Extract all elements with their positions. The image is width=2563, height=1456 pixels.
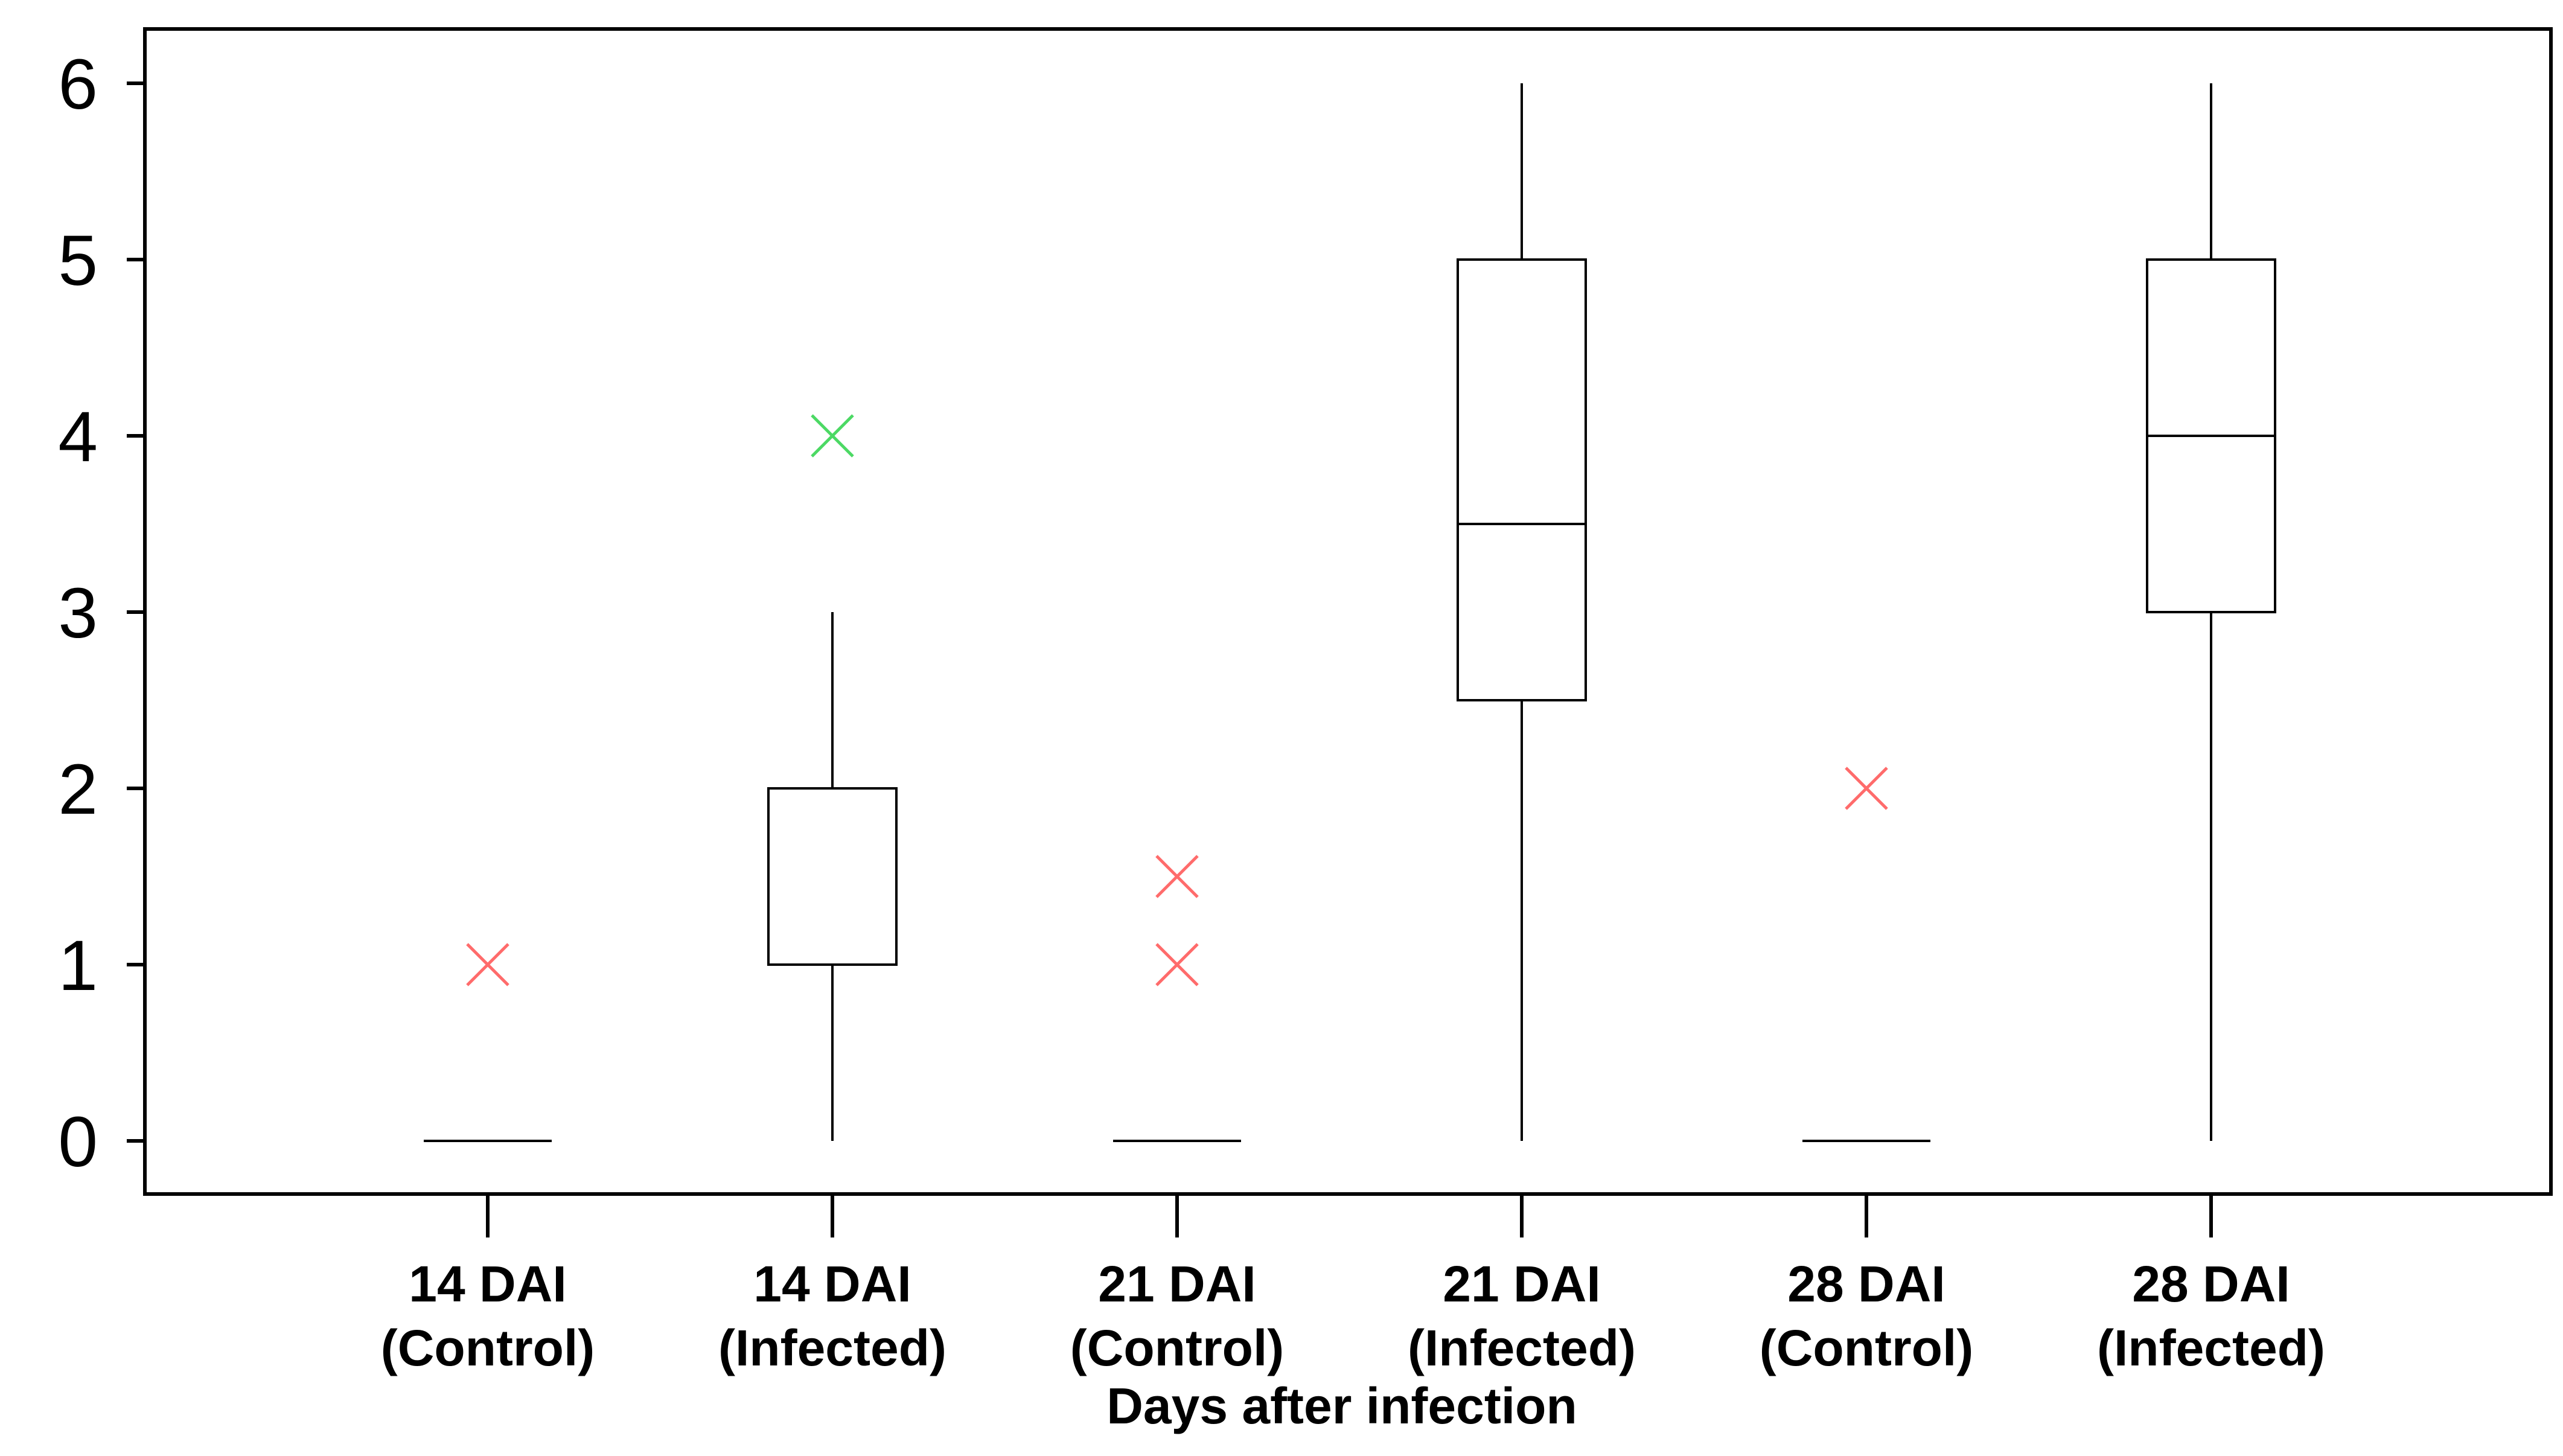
x-tick-label-line1: 28 DAI xyxy=(1787,1256,1945,1312)
box-group-6 xyxy=(2146,83,2276,1141)
x-tick-label-line1: 21 DAI xyxy=(1443,1256,1600,1312)
iqr-box xyxy=(767,787,898,966)
y-tick-label: 2 xyxy=(58,750,98,829)
y-tick-label: 1 xyxy=(58,926,98,1006)
y-tick-label: 5 xyxy=(58,221,98,301)
y-tick-label: 6 xyxy=(58,45,98,124)
x-tick-label-line2: (Infected) xyxy=(1408,1320,1636,1376)
y-axis: 0 1 2 3 4 5 6 xyxy=(58,45,145,1182)
box-group-5 xyxy=(1802,767,1930,1142)
outlier-point xyxy=(1155,943,1199,986)
iqr-box xyxy=(1457,258,1587,701)
box-group-4 xyxy=(1457,83,1587,1141)
outlier-point xyxy=(466,943,509,986)
outlier-stroke-b xyxy=(1845,767,1888,810)
box-group-1 xyxy=(424,943,552,1142)
outlier-stroke-b xyxy=(466,943,509,986)
x-tick-label-line1: 21 DAI xyxy=(1098,1256,1256,1312)
x-axis: 14 DAI (Control) 14 DAI (Infected) 21 DAI (Co… xyxy=(381,1194,2325,1376)
y-tick-label: 4 xyxy=(58,397,98,477)
x-tick-label-line2: (Control) xyxy=(1760,1320,1974,1376)
outlier-point xyxy=(1845,767,1888,810)
outlier-stroke-b xyxy=(1155,855,1199,898)
x-tick-label-line2: (Control) xyxy=(381,1320,595,1376)
y-tick-label: 0 xyxy=(58,1102,98,1182)
x-tick-label-line2: (Infected) xyxy=(718,1320,946,1376)
x-tick-label-line1: 28 DAI xyxy=(2132,1256,2290,1312)
x-tick-label-line2: (Infected) xyxy=(2097,1320,2325,1376)
outlier-stroke-b xyxy=(1155,943,1199,986)
box-group-3 xyxy=(1113,855,1241,1142)
outlier-point xyxy=(811,414,854,458)
outlier-stroke-b xyxy=(811,414,854,458)
y-tick-label: 3 xyxy=(58,573,98,653)
box-group-2 xyxy=(767,414,898,1141)
outlier-point xyxy=(1155,855,1199,898)
x-tick-label-line1: 14 DAI xyxy=(409,1256,566,1312)
x-tick-label-line2: (Control) xyxy=(1070,1320,1285,1376)
x-axis-title: Days after infection xyxy=(1106,1378,1577,1434)
x-tick-label-line1: 14 DAI xyxy=(753,1256,911,1312)
box-series xyxy=(424,83,2276,1142)
